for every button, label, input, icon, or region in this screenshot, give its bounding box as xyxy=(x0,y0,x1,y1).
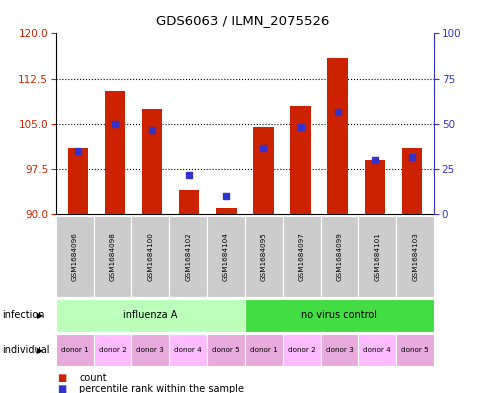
Text: GSM1684098: GSM1684098 xyxy=(109,232,115,281)
Bar xyxy=(244,216,282,297)
Bar xyxy=(364,160,384,214)
Bar xyxy=(131,334,169,366)
Bar xyxy=(56,334,93,366)
Text: GSM1684104: GSM1684104 xyxy=(223,232,228,281)
Bar xyxy=(244,334,282,366)
Bar xyxy=(142,109,162,214)
Text: GSM1684100: GSM1684100 xyxy=(147,232,153,281)
Text: GSM1684102: GSM1684102 xyxy=(185,232,191,281)
Text: GSM1684095: GSM1684095 xyxy=(260,232,266,281)
Bar xyxy=(179,190,199,214)
Bar xyxy=(327,57,347,214)
Bar xyxy=(169,216,207,297)
Bar xyxy=(320,334,358,366)
Text: ▶: ▶ xyxy=(37,311,43,320)
Text: donor 1: donor 1 xyxy=(60,347,89,353)
Text: GDS6063 / ILMN_2075526: GDS6063 / ILMN_2075526 xyxy=(155,14,329,27)
Bar xyxy=(253,127,273,214)
Bar xyxy=(56,216,93,297)
Bar xyxy=(56,299,244,332)
Text: GSM1684103: GSM1684103 xyxy=(411,232,417,281)
Text: GSM1684099: GSM1684099 xyxy=(336,232,342,281)
Bar xyxy=(282,334,320,366)
Text: donor 4: donor 4 xyxy=(363,347,391,353)
Text: donor 1: donor 1 xyxy=(249,347,277,353)
Bar xyxy=(401,148,421,214)
Text: donor 5: donor 5 xyxy=(212,347,240,353)
Bar xyxy=(358,216,395,297)
Bar xyxy=(131,216,169,297)
Text: donor 2: donor 2 xyxy=(287,347,315,353)
Text: donor 3: donor 3 xyxy=(325,347,353,353)
Text: ■: ■ xyxy=(57,373,66,383)
Bar xyxy=(68,148,88,214)
Bar xyxy=(207,334,244,366)
Text: individual: individual xyxy=(2,345,50,355)
Text: donor 2: donor 2 xyxy=(98,347,126,353)
Text: GSM1684097: GSM1684097 xyxy=(298,232,304,281)
Text: ■: ■ xyxy=(57,384,66,393)
Bar xyxy=(290,106,310,214)
Text: no virus control: no virus control xyxy=(301,310,377,320)
Bar xyxy=(282,216,320,297)
Text: ▶: ▶ xyxy=(37,346,43,354)
Bar xyxy=(358,334,395,366)
Text: GSM1684101: GSM1684101 xyxy=(374,232,379,281)
Text: donor 5: donor 5 xyxy=(400,347,428,353)
Bar xyxy=(207,216,244,297)
Text: influenza A: influenza A xyxy=(123,310,177,320)
Bar xyxy=(93,216,131,297)
Text: donor 3: donor 3 xyxy=(136,347,164,353)
Bar xyxy=(320,216,358,297)
Bar xyxy=(169,334,207,366)
Text: GSM1684096: GSM1684096 xyxy=(72,232,77,281)
Bar xyxy=(105,91,125,214)
Bar xyxy=(216,208,236,214)
Text: percentile rank within the sample: percentile rank within the sample xyxy=(79,384,243,393)
Bar xyxy=(244,299,433,332)
Text: infection: infection xyxy=(2,310,45,320)
Bar xyxy=(395,334,433,366)
Bar xyxy=(93,334,131,366)
Text: count: count xyxy=(79,373,106,383)
Bar xyxy=(395,216,433,297)
Text: donor 4: donor 4 xyxy=(174,347,202,353)
